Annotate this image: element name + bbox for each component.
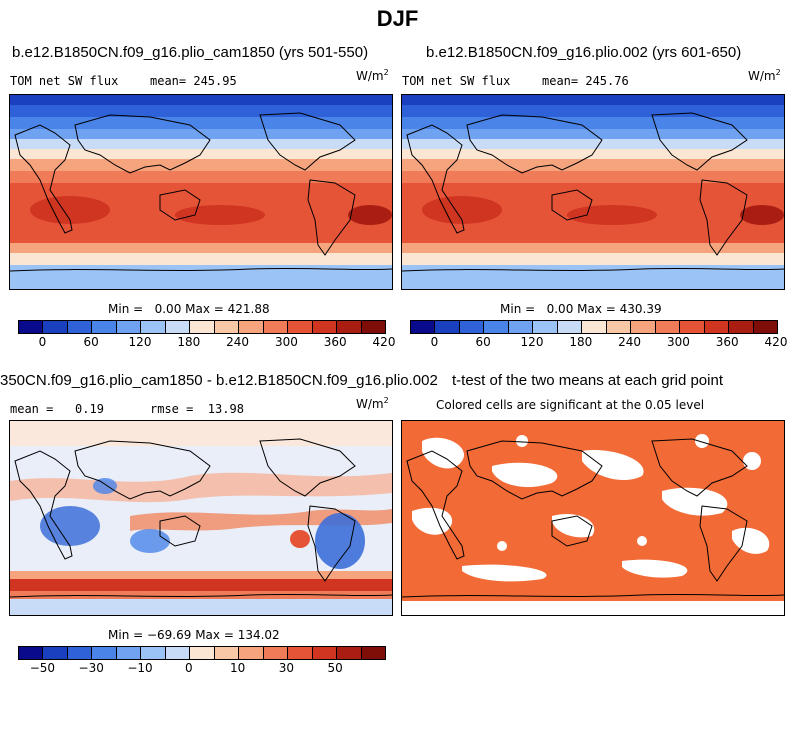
colorbar-swatch [361,647,386,659]
colorbar-tick-label: 420 [372,335,396,349]
panel3-mean: mean = 0.19 [10,402,104,416]
panel1-mean: mean= 245.95 [150,74,237,88]
colorbar-tick-label: 120 [128,335,152,349]
colorbar-swatch [459,321,485,333]
colorbar-tick-label: 50 [327,661,343,675]
colorbar-tick-label: 240 [226,335,250,349]
panel2-variable: TOM net SW flux [402,74,511,88]
panel1-minmax: Min = 0.00 Max = 421.88 [108,302,270,316]
colorbar-tick-label: 300 [274,335,298,349]
colorbar-swatch [141,647,166,659]
colorbar-tick-label: 180 [569,335,593,349]
colorbar-swatch [116,647,142,659]
colorbar-tick-label: 420 [764,335,788,349]
panel3-rmse: rmse = 13.98 [150,402,244,416]
colorbar-tick-label: −50 [29,661,56,675]
colorbar-swatch [92,321,117,333]
panel1-map [9,94,393,290]
panel2-units: W/m2 [748,68,781,83]
panel4-map [401,420,785,616]
colorbar-swatch [239,647,264,659]
colorbar-tick-label: 0 [430,335,439,349]
colorbar-tick-label: 0 [38,335,47,349]
panel2-map [401,94,785,290]
panel3-map [9,420,393,616]
panel1-units: W/m2 [356,68,389,83]
panel2-map-svg [402,95,784,289]
colorbar-swatch [239,321,264,333]
colorbar-swatch [337,647,362,659]
colorbar-swatch [508,321,534,333]
colorbar-tick-label: 0 [184,661,193,675]
colorbar-swatch [43,321,68,333]
colorbar-swatch [680,321,705,333]
colorbar-swatch [312,647,338,659]
colorbar-swatch [582,321,607,333]
colorbar-swatch [190,321,215,333]
panel3-minmax: Min = −69.69 Max = 134.02 [108,628,280,642]
colorbar-swatch [411,321,436,333]
colorbar-swatch [631,321,656,333]
panel1-title: b.e12.B1850CN.f09_g16.plio_cam1850 (yrs … [12,44,369,61]
colorbar-swatch [263,647,289,659]
colorbar-swatch [557,321,583,333]
panel3-title: 350CN.f09_g16.plio_cam1850 - b.e12.B1850… [0,372,438,389]
colorbar-swatch [337,321,362,333]
colorbar-swatch [655,321,681,333]
colorbar-swatch [312,321,338,333]
nonsignificant-cells [402,434,784,615]
colorbar-swatch [435,321,460,333]
colorbar-swatch [214,647,240,659]
colorbar-tick-label: 360 [715,335,739,349]
colorbar-swatch [263,321,289,333]
panel2-mean: mean= 245.76 [542,74,629,88]
colorbar-tick-label: 10 [229,661,246,675]
colorbar-tick-label: 300 [666,335,690,349]
diff-field [10,421,392,615]
colorbar-swatch [361,321,386,333]
colorbar-swatch [288,321,313,333]
panel2-colorbar [410,320,778,334]
colorbar-swatch [729,321,754,333]
panel4-map-svg [402,421,784,615]
colorbar-swatch [67,647,93,659]
colorbar-tick-label: 180 [177,335,201,349]
colorbar-tick-label: 240 [618,335,642,349]
colorbar-swatch [484,321,509,333]
colorbar-swatch [704,321,730,333]
colorbar-swatch [92,647,117,659]
panel4-title: t-test of the two means at each grid poi… [452,372,723,389]
colorbar-swatch [165,321,191,333]
colorbar-tick-label: 60 [83,335,99,349]
colorbar-tick-label: 60 [475,335,491,349]
panel3-colorbar [18,646,386,660]
panel1-variable: TOM net SW flux [10,74,119,88]
panel1-map-svg [10,95,392,289]
colorbar-swatch [141,321,166,333]
colorbar-swatch [116,321,142,333]
colorbar-tick-label: 120 [520,335,544,349]
colorbar-swatch [753,321,778,333]
panel3-map-svg [10,421,392,615]
colorbar-swatch [19,321,44,333]
colorbar-tick-label: −30 [78,661,104,675]
colorbar-swatch [190,647,215,659]
colorbar-swatch [165,647,191,659]
colorbar-swatch [288,647,313,659]
panel1-colorbar [18,320,386,334]
colorbar-swatch [214,321,240,333]
figure-title: DJF [376,6,419,31]
colorbar-swatch [533,321,558,333]
colorbar-swatch [43,647,68,659]
colorbar-tick-label: −10 [127,661,153,675]
panel2-title: b.e12.B1850CN.f09_g16.plio.002 (yrs 601-… [426,44,742,61]
colorbar-tick-label: 30 [278,661,295,675]
colorbar-swatch [67,321,93,333]
panel3-units: W/m2 [356,396,389,411]
colorbar-swatch [19,647,44,659]
colorbar-swatch [606,321,632,333]
colorbar-tick-label: 360 [323,335,347,349]
panel4-subtitle: Colored cells are significant at the 0.0… [436,398,705,412]
panel2-minmax: Min = 0.00 Max = 430.39 [500,302,662,316]
